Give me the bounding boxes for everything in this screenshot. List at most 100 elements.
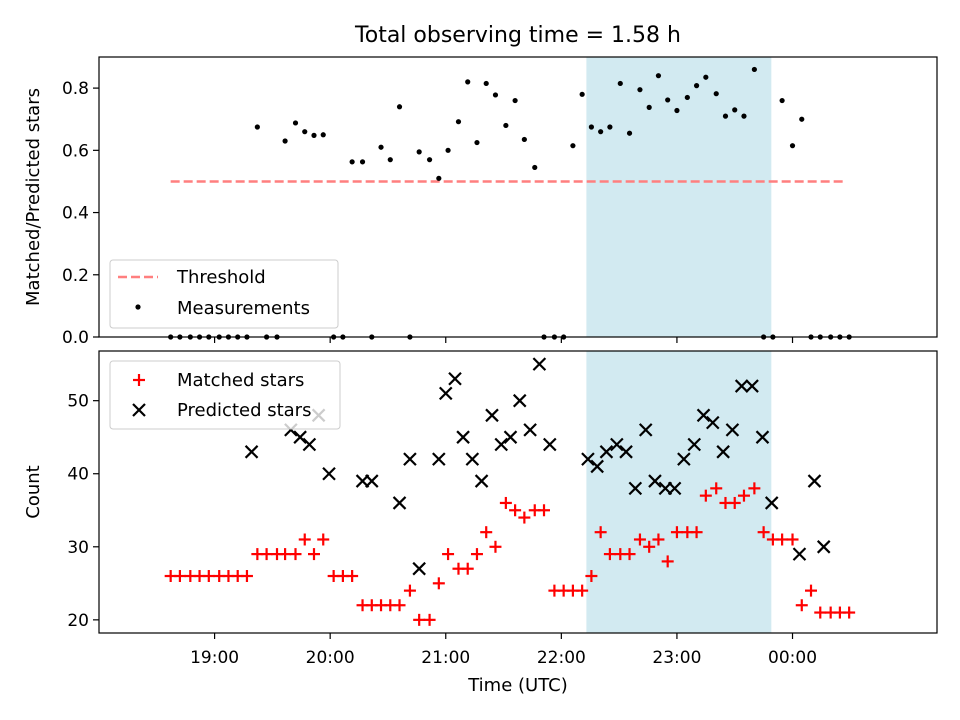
predicted-point <box>619 445 633 459</box>
matched-legend-label: Matched stars <box>177 370 304 391</box>
count-y-axis-label: Count <box>23 465 44 518</box>
measurement-point <box>617 80 623 87</box>
measurement-point <box>320 132 326 138</box>
measurement-point <box>579 91 585 97</box>
predicted-point <box>667 481 682 496</box>
matched-point <box>202 570 215 583</box>
measurement-point <box>311 132 317 138</box>
measurement-point <box>455 119 462 125</box>
matched-point <box>432 577 445 590</box>
measurement-point <box>665 97 671 103</box>
matched-point <box>814 606 827 619</box>
measurement-point <box>607 124 613 130</box>
predicted-point <box>755 430 770 444</box>
predicted-point <box>532 357 547 371</box>
predicted-point <box>590 459 604 474</box>
matched-point <box>260 548 273 561</box>
chart-title: Total observing time = 1.58 h <box>354 23 681 48</box>
measurement-point <box>426 157 433 163</box>
matched-point <box>240 570 253 583</box>
x-tick-label: 21:00 <box>421 648 470 668</box>
y-tick-label: 30 <box>67 538 89 558</box>
measurement-point <box>799 116 805 122</box>
matched-point <box>805 584 818 597</box>
measurement-point <box>474 139 480 146</box>
measurement-point <box>302 129 308 135</box>
measurement-point <box>684 94 690 101</box>
predicted-point <box>687 437 702 452</box>
matched-point <box>710 482 723 495</box>
predicted-point <box>816 540 831 554</box>
count-panel: 20 30 40 50 19:00 20:00 21:00 22:00 23:00 00:00 C… <box>23 350 938 668</box>
predicted-point <box>432 452 446 466</box>
matched-point <box>585 570 598 583</box>
predicted-point <box>705 415 720 430</box>
matched-point <box>603 548 616 561</box>
matched-point <box>346 570 359 583</box>
y-tick-label: 0.6 <box>62 141 89 161</box>
measurement-point <box>521 136 527 143</box>
predicted-point <box>365 474 379 488</box>
predicted-point <box>503 430 518 444</box>
ratio-legend: Threshold Measurements <box>109 259 339 329</box>
matched-point <box>413 613 426 626</box>
measurement-point <box>570 143 576 149</box>
measurement-point <box>626 130 633 136</box>
measurement-point <box>254 124 260 130</box>
predicted-point <box>725 423 740 437</box>
measurement-point <box>359 159 366 165</box>
predicted-point <box>745 379 759 393</box>
ratio-panel: 0.00.20.40.60.8 Matched/Predicted stars … <box>23 56 938 348</box>
y-tick-label: 40 <box>67 465 89 485</box>
matched-point <box>289 548 302 561</box>
measurement-point <box>789 143 796 149</box>
matched-point <box>728 496 741 509</box>
matched-point <box>643 540 656 553</box>
measurement-point <box>387 157 393 163</box>
y-tick-label: 0.2 <box>62 266 89 286</box>
measurements-legend-label: Measurements <box>177 298 310 319</box>
count-legend: Matched stars Predicted stars <box>109 360 341 430</box>
measurements-legend-marker <box>135 304 141 310</box>
count-plot-area: 20 30 40 50 19:00 20:00 21:00 22:00 23:00 00:00 <box>67 350 938 668</box>
matched-point <box>173 570 186 583</box>
matched-point <box>699 489 712 502</box>
measurement-point <box>396 104 403 110</box>
measurement-point <box>588 124 594 130</box>
predicted-point <box>677 452 691 466</box>
matched-point <box>442 548 455 561</box>
matched-point <box>317 533 330 546</box>
predicted-point <box>807 474 822 488</box>
measurement-point <box>282 138 288 144</box>
predicted-point <box>302 437 317 452</box>
predicted-point <box>485 408 499 423</box>
matched-point <box>737 489 750 502</box>
predicted-point <box>648 474 662 488</box>
measurement-point <box>741 113 747 119</box>
predicted-point <box>581 452 595 466</box>
matched-point <box>661 555 674 568</box>
measurement-point <box>693 83 700 89</box>
predicted-point <box>412 561 426 576</box>
matched-point <box>623 548 636 561</box>
threshold-legend-label: Threshold <box>176 267 266 288</box>
matched-point <box>279 548 292 561</box>
measurement-point <box>483 80 489 87</box>
predicted-point <box>696 408 711 423</box>
predicted-point <box>494 437 509 452</box>
measurement-point <box>674 107 680 114</box>
measurement-point <box>751 66 757 73</box>
x-tick-label: 00:00 <box>768 648 817 668</box>
predicted-point <box>392 496 407 510</box>
predicted-point <box>456 430 470 444</box>
matched-point <box>509 504 522 517</box>
x-tick-label: 23:00 <box>652 648 701 668</box>
predicted-point <box>599 445 614 459</box>
matched-point <box>594 526 607 539</box>
measurement-point <box>465 79 471 85</box>
measurement-point <box>655 73 662 79</box>
measurement-point <box>349 159 355 165</box>
measurement-point <box>378 144 384 150</box>
matched-point <box>518 511 531 524</box>
